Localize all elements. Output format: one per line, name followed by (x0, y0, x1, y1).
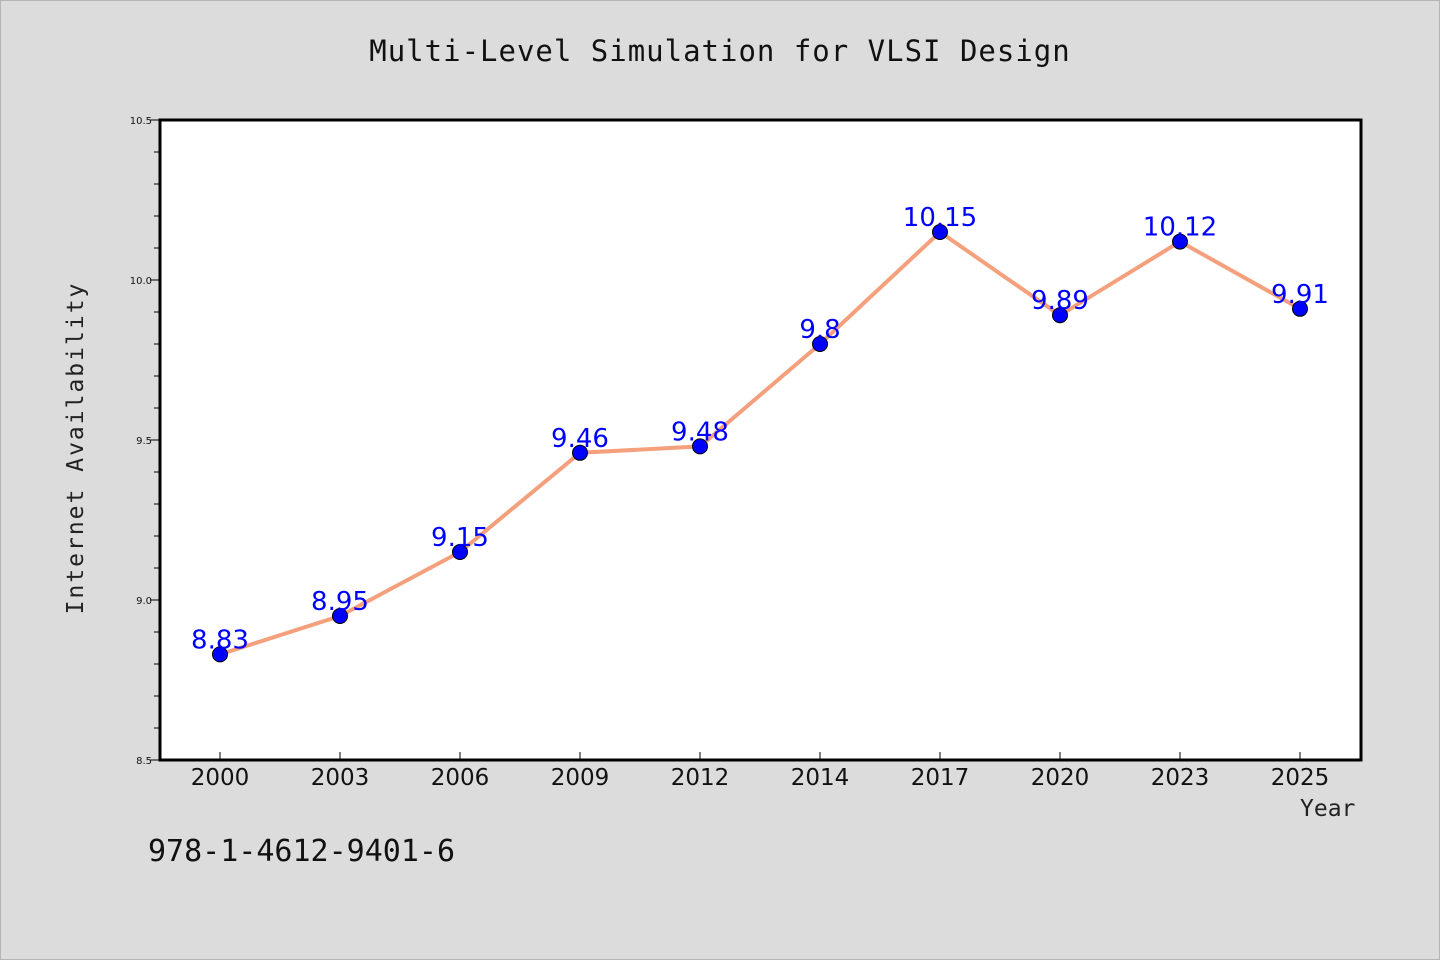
x-tick-label: 2020 (1031, 765, 1090, 791)
data-label: 8.95 (311, 587, 369, 617)
x-tick-label: 2025 (1271, 765, 1330, 791)
data-label: 10.15 (903, 203, 977, 233)
y-tick-label: 9.5 (136, 436, 152, 447)
chart-title: Multi-Level Simulation for VLSI Design (369, 34, 1071, 68)
data-label: 9.46 (551, 424, 609, 454)
x-axis-ticks: 2000 2003 2006 2009 2012 2014 2017 2020 2023 2025 (191, 752, 1330, 791)
data-points (212, 224, 1308, 663)
x-tick-label: 2012 (671, 765, 730, 791)
data-label: 9.15 (431, 523, 489, 553)
series-line (219, 230, 1301, 657)
x-tick-label: 2006 (431, 765, 490, 791)
x-tick-label: 2009 (551, 765, 610, 791)
y-axis-ticks: 8.5 9.0 9.5 10.0 10.5 (130, 116, 160, 767)
data-label: 9.89 (1031, 286, 1089, 316)
y-tick-label: 9.0 (136, 596, 152, 607)
data-point (452, 544, 468, 560)
data-label: 10.12 (1143, 213, 1217, 243)
data-label: 9.8 (799, 315, 840, 345)
plot-area (158, 118, 1363, 762)
data-label: 9.91 (1271, 280, 1329, 310)
data-point (1292, 300, 1308, 317)
data-label: 8.83 (191, 625, 249, 655)
data-point (212, 646, 228, 663)
y-tick-label: 10.5 (130, 116, 152, 127)
data-point (812, 336, 828, 352)
x-tick-label: 2017 (911, 765, 970, 791)
x-tick-label: 2000 (191, 765, 250, 791)
data-label: 9.48 (671, 417, 729, 447)
data-point (932, 224, 948, 240)
data-point (332, 608, 348, 624)
data-labels: 8.83 8.95 9.15 9.46 9.48 9.8 10.15 9.89 10.12 9.9… (191, 203, 1329, 655)
x-tick-label: 2023 (1151, 765, 1210, 791)
y-tick-label: 10.0 (130, 276, 152, 287)
x-tick-label: 2003 (311, 765, 370, 791)
y-tick-label: 8.5 (136, 756, 152, 767)
data-point (1172, 233, 1188, 250)
data-point (572, 444, 588, 461)
x-tick-label: 2014 (791, 765, 850, 791)
footer-code: 978-1-4612-9401-6 (148, 834, 456, 869)
data-point (1052, 307, 1068, 324)
x-axis-title: Year (1300, 796, 1356, 822)
data-point (692, 438, 708, 455)
